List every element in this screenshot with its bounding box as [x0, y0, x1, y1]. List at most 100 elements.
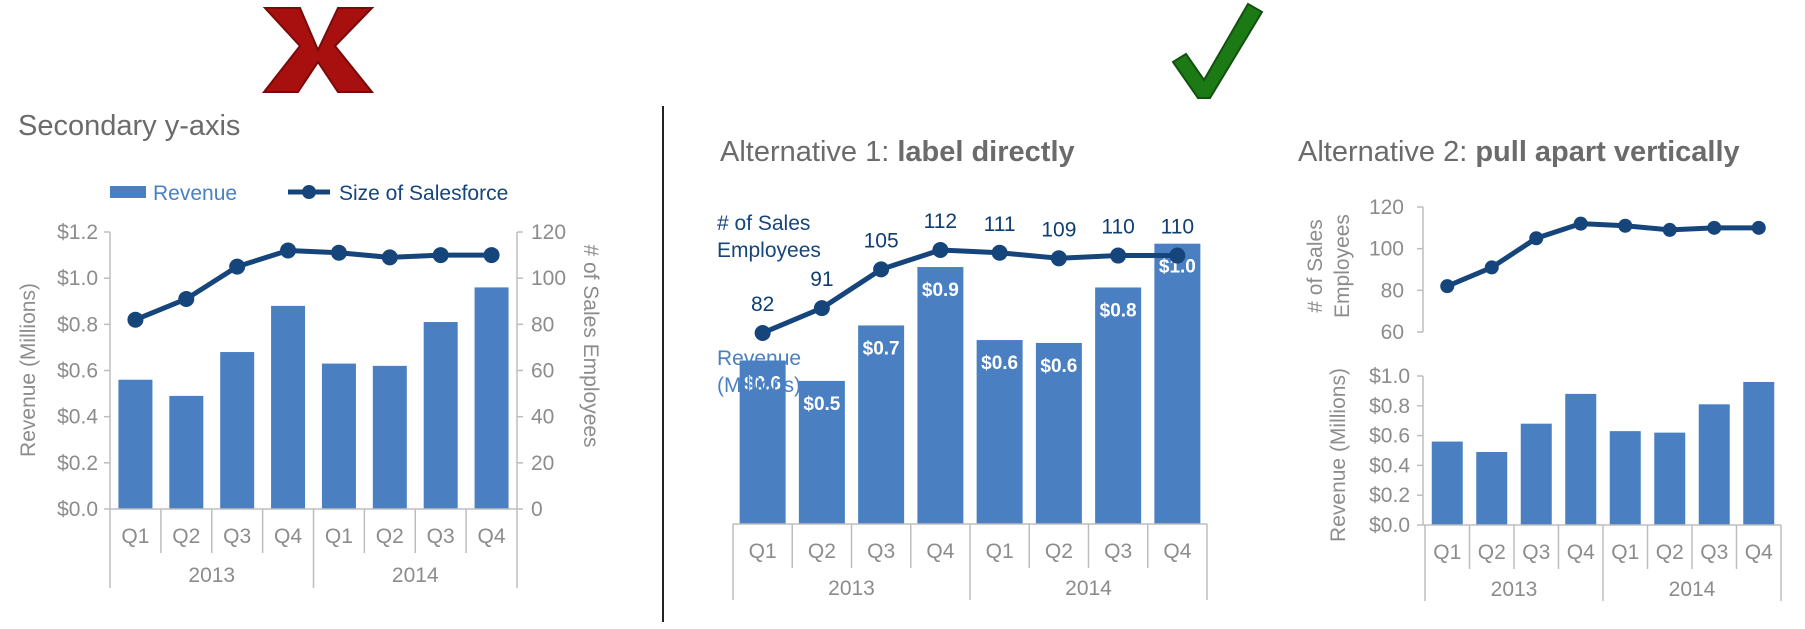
- legend-revenue-swatch: [110, 186, 146, 198]
- revenue-bar: [1520, 423, 1552, 525]
- salesforce-point: [432, 247, 449, 264]
- employees-line: [1446, 221, 1759, 289]
- employees-point: [813, 300, 830, 317]
- revenue-series-label-line1: Revenue: [717, 347, 801, 370]
- bottom-y-axis-title: Revenue (Millions): [1327, 368, 1350, 542]
- revenue-bar: [1095, 287, 1142, 524]
- revenue-bar: [858, 325, 905, 524]
- panel-3-title: Alternative 2: pull apart vertically: [1298, 136, 1740, 168]
- y2-tick-label: 40: [531, 406, 554, 429]
- y2-tick-label: 80: [531, 313, 554, 336]
- bottom-y-tick-label: $0.4: [1369, 454, 1410, 477]
- top-y-tick-label: 100: [1369, 238, 1404, 261]
- c1-group-label: 2014: [392, 564, 439, 587]
- employees-series-label-line2: Employees: [717, 239, 821, 262]
- bottom-y-tick-label: $0.8: [1369, 395, 1410, 418]
- bottom-y-tick-label: $1.0: [1369, 365, 1410, 388]
- c2-group-label: 2013: [828, 577, 875, 600]
- c2-x-tick-label: Q3: [867, 540, 895, 563]
- y-tick-label: $0.2: [57, 452, 98, 475]
- revenue-bar: [271, 305, 306, 509]
- revenue-series-label-line2: (Millions): [717, 374, 801, 397]
- c2-x-tick-label: Q4: [1163, 540, 1191, 563]
- revenue-bar: [1743, 381, 1775, 525]
- y-tick-label: $1.2: [57, 221, 98, 244]
- bottom-y-tick-label: $0.0: [1369, 514, 1410, 537]
- c1-x-tick-label: Q2: [376, 525, 404, 548]
- employees-point: [1618, 218, 1633, 233]
- c3-x-tick-label: Q4: [1567, 541, 1595, 564]
- revenue-bar: [1154, 243, 1201, 524]
- revenue-bar: [1035, 342, 1082, 524]
- c1-x-tick-label: Q1: [325, 525, 353, 548]
- c3-group-label: 2014: [1669, 578, 1716, 601]
- employees-point: [1573, 216, 1588, 231]
- c1-x-tick-label: Q3: [427, 525, 455, 548]
- y2-tick-label: 60: [531, 360, 554, 383]
- c2-group-label: 2014: [1065, 577, 1112, 600]
- y-tick-label: $0.4: [57, 406, 98, 429]
- panel-3-title-bold: pull apart vertically: [1475, 136, 1739, 168]
- panel-3-title-plain: Alternative 2:: [1298, 136, 1475, 168]
- revenue-bar: [372, 365, 407, 509]
- revenue-bar: [321, 363, 356, 509]
- employees-point-label: 110: [1101, 216, 1134, 239]
- c2-x-tick-label: Q1: [986, 540, 1014, 563]
- x-mark-icon: [261, 7, 375, 93]
- chart-pull-apart: 60 80 100 120 # of Sales Employees $0.0 $0.2 $0.…: [1304, 196, 1782, 601]
- c2-x-tick-label: Q1: [749, 540, 777, 563]
- c1-group-label: 2013: [188, 564, 235, 587]
- c3-x-tick-label: Q2: [1656, 541, 1684, 564]
- employees-point: [1751, 220, 1766, 235]
- chart-label-directly: $0.6 $0.5 $0.7 $0.9 $0.6 $0.6 $0.8 $1.0 82 91 105 1…: [717, 210, 1208, 600]
- y-tick-label: $1.0: [57, 267, 98, 290]
- c3-x-tick-label: Q3: [1522, 541, 1550, 564]
- chart-secondary-axis: $0.0 $0.2 $0.4 $0.6 $0.8 $1.0 $1.2 0 20 40 60 80 100…: [17, 182, 602, 588]
- revenue-bar-value-label: $0.7: [863, 338, 900, 359]
- y2-axis-title: # of Sales Employees: [579, 244, 602, 447]
- revenue-bar: [474, 287, 509, 509]
- legend-salesforce-marker: [302, 185, 316, 199]
- revenue-bar-value-label: $0.5: [803, 394, 840, 415]
- employees-point: [1050, 250, 1067, 267]
- c2-x-tick-label: Q3: [1104, 540, 1132, 563]
- employees-point-label: 110: [1161, 216, 1194, 239]
- salesforce-line: [134, 247, 492, 323]
- salesforce-point: [127, 311, 144, 328]
- salesforce-point: [178, 290, 195, 307]
- c3-x-tick-label: Q1: [1611, 541, 1639, 564]
- y-tick-label: $0.8: [57, 313, 98, 336]
- legend-revenue-label: Revenue: [153, 182, 237, 205]
- employees-line: [761, 247, 1178, 336]
- employees-point-label: 111: [984, 213, 1016, 236]
- salesforce-point: [330, 244, 347, 261]
- y-axis-title: Revenue (Millions): [17, 283, 40, 457]
- top-y-tick-label: 80: [1381, 279, 1404, 302]
- c3-x-tick-label: Q1: [1433, 541, 1461, 564]
- revenue-bar: [423, 322, 458, 509]
- revenue-bar: [1476, 451, 1508, 525]
- c2-x-tick-label: Q2: [1045, 540, 1073, 563]
- employees-point: [1707, 220, 1722, 235]
- salesforce-point: [229, 258, 246, 275]
- employees-point: [991, 244, 1008, 261]
- revenue-bar: [1565, 393, 1597, 525]
- employees-series-label-line1: # of Sales: [717, 212, 810, 235]
- employees-point: [1169, 247, 1186, 264]
- y2-tick-label: 0: [531, 498, 543, 521]
- employees-point: [1662, 222, 1677, 237]
- revenue-bar: [917, 267, 964, 524]
- revenue-bar: [1431, 441, 1463, 525]
- c3-x-tick-label: Q2: [1478, 541, 1506, 564]
- c1-x-tick-label: Q4: [478, 525, 506, 548]
- employees-point-label: 112: [924, 210, 957, 233]
- y2-tick-label: 120: [531, 221, 566, 244]
- revenue-bar-value-label: $0.6: [981, 353, 1018, 374]
- legend-salesforce-label: Size of Salesforce: [339, 182, 508, 205]
- top-y-tick-label: 120: [1369, 196, 1404, 219]
- revenue-bar: [1609, 431, 1641, 525]
- revenue-bar: [1654, 432, 1686, 525]
- top-y-axis-title-line2: Employees: [1331, 214, 1354, 318]
